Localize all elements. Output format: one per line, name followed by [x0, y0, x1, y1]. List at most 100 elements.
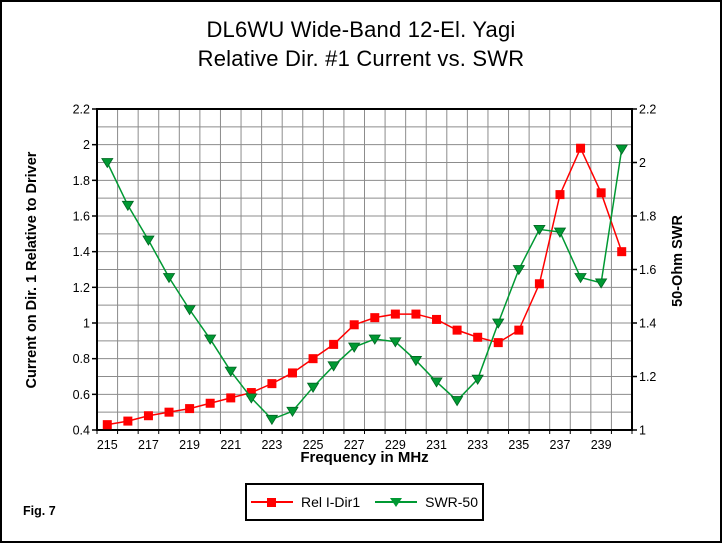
right-tick-label: 1 — [639, 424, 646, 438]
data-point-marker — [411, 309, 421, 319]
right-tick-label: 1.8 — [639, 210, 656, 224]
data-point-marker — [185, 404, 195, 414]
axes-frame — [92, 108, 637, 434]
data-point-marker — [370, 313, 380, 323]
plot-area: 2.2 2 1.8 1.6 1.4 1.2 1 0.8 0.6 0.4 2.2 2 1.8 1.6 1.4 1… — [73, 103, 657, 453]
series-swr-50 — [101, 144, 628, 426]
chart-title-line1: DL6WU Wide-Band 12-El. Yagi — [206, 17, 516, 42]
data-point-marker — [574, 273, 587, 284]
data-point-marker — [102, 420, 112, 430]
right-tick-label: 2.2 — [639, 103, 656, 117]
data-point-marker — [534, 279, 544, 289]
data-point-marker — [432, 314, 442, 324]
x-tick-label: 223 — [261, 438, 282, 452]
x-tick-label: 233 — [467, 438, 488, 452]
left-tick-labels: 2.2 2 1.8 1.6 1.4 1.2 1 0.8 0.6 0.4 — [73, 103, 90, 438]
data-point-marker — [452, 325, 462, 335]
data-point-marker — [286, 406, 299, 418]
left-tick-label: 1.8 — [73, 174, 90, 188]
data-point-marker — [473, 332, 483, 342]
x-tick-label: 225 — [303, 438, 324, 452]
data-point-marker — [596, 188, 606, 198]
data-point-marker — [327, 361, 340, 372]
data-point-marker — [450, 396, 464, 407]
data-point-marker — [265, 414, 279, 426]
x-tick-labels: 215 217 219 221 223 225 227 229 231 233 235 237 239 — [97, 438, 612, 452]
data-point-marker — [492, 318, 505, 329]
series-line — [106, 149, 623, 421]
right-tick-label: 2 — [639, 156, 646, 170]
legend: Rel I-Dir1 SWR-50 — [245, 483, 484, 521]
chart-title-line2: Relative Dir. #1 Current vs. SWR — [197, 46, 525, 71]
data-point-marker — [409, 356, 423, 367]
data-point-marker — [347, 342, 361, 353]
data-point-marker — [430, 377, 443, 388]
data-point-marker — [121, 200, 135, 212]
data-point-marker — [553, 227, 567, 238]
data-point-marker — [493, 338, 503, 348]
left-tick-label: 0.6 — [73, 388, 90, 402]
data-point-marker — [224, 366, 237, 377]
left-tick-label: 0.4 — [73, 424, 90, 438]
data-point-marker — [349, 320, 359, 330]
data-point-marker — [555, 190, 565, 200]
x-tick-label: 239 — [591, 438, 612, 452]
x-axis-title: Frequency in MHz — [300, 449, 429, 466]
x-tick-label: 217 — [138, 438, 159, 452]
data-point-marker — [389, 337, 402, 348]
right-tick-labels: 2.2 2 1.8 1.6 1.4 1.2 1 — [639, 103, 656, 438]
data-point-marker — [101, 158, 114, 169]
right-tick-label: 1.6 — [639, 263, 656, 277]
left-tick-label: 1.2 — [73, 281, 90, 295]
data-point-marker — [512, 265, 526, 276]
left-tick-label: 2 — [83, 138, 90, 152]
data-point-marker — [226, 393, 236, 403]
legend-label-rel-i-dir1: Rel I-Dir1 — [300, 494, 361, 510]
x-tick-label: 235 — [508, 438, 529, 452]
data-point-marker — [617, 247, 627, 257]
data-point-marker — [267, 379, 277, 389]
red-square-series-icon — [250, 497, 293, 507]
x-tick-label: 227 — [344, 438, 365, 452]
data-point-marker — [615, 144, 628, 155]
data-point-marker — [576, 143, 586, 153]
left-tick-label: 1.4 — [73, 245, 90, 259]
data-point-marker — [123, 416, 133, 426]
chart-title: DL6WU Wide-Band 12-El. Yagi Relative Dir… — [2, 15, 720, 73]
left-tick-label: 1.6 — [73, 210, 90, 224]
data-point-marker — [205, 398, 215, 408]
series-rel-i-dir1 — [102, 143, 627, 430]
data-point-marker — [142, 235, 155, 246]
data-point-marker — [164, 407, 174, 417]
x-tick-label: 221 — [220, 438, 241, 452]
figure-label: Fig. 7 — [23, 504, 56, 518]
left-tick-label: 0.8 — [73, 352, 90, 366]
data-point-marker — [203, 334, 217, 345]
data-point-marker — [533, 224, 546, 236]
data-point-marker — [183, 305, 196, 316]
left-tick-label: 1 — [83, 317, 90, 331]
data-point-marker — [594, 278, 608, 289]
data-point-marker — [245, 393, 258, 404]
right-tick-label: 1.4 — [639, 317, 656, 331]
right-tick-label: 1.2 — [639, 370, 656, 384]
green-triangle-series-icon — [375, 497, 418, 507]
x-tick-label: 237 — [550, 438, 571, 452]
data-point-marker — [390, 309, 400, 319]
x-tick-label: 231 — [426, 438, 447, 452]
x-tick-label: 229 — [385, 438, 406, 452]
data-point-marker — [329, 339, 339, 349]
data-point-marker — [162, 273, 176, 284]
data-point-marker — [368, 334, 382, 345]
data-point-marker — [471, 374, 484, 385]
legend-label-swr-50: SWR-50 — [425, 494, 479, 510]
data-point-marker — [308, 354, 318, 364]
data-point-marker — [514, 325, 524, 335]
left-tick-label: 2.2 — [73, 103, 90, 117]
x-tick-label: 215 — [97, 438, 118, 452]
x-tick-label: 219 — [179, 438, 200, 452]
data-point-marker — [306, 382, 320, 393]
legend-item-rel-i-dir1: Rel I-Dir1 — [250, 494, 361, 510]
data-point-marker — [143, 411, 153, 421]
